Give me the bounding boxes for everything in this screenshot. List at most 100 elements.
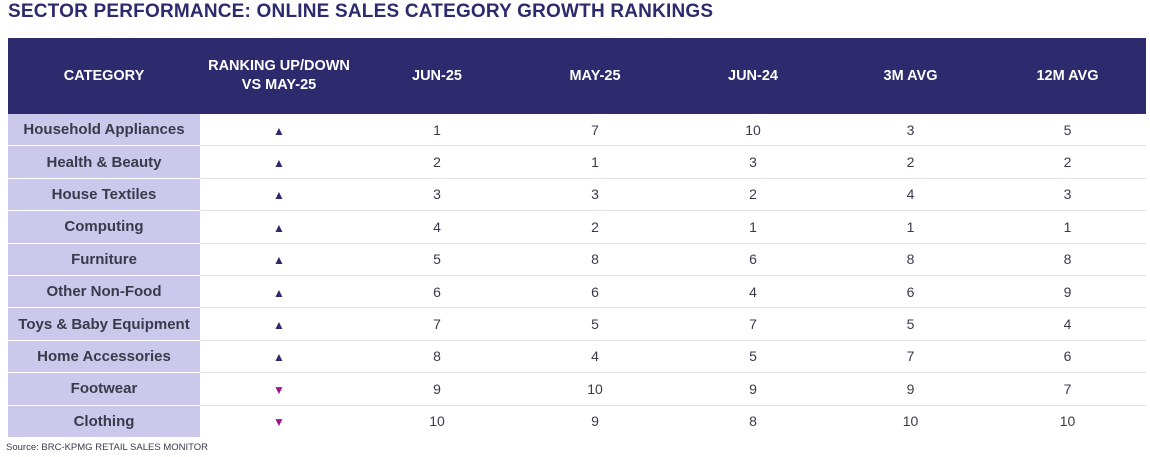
table-row: Clothing ▼ 10 9 8 10 10 [8, 405, 1146, 437]
rank-value-cell: 8 [832, 243, 989, 276]
rank-value-cell: 1 [989, 210, 1146, 244]
rank-value-cell: 8 [749, 413, 757, 430]
category-cell: Home Accessories [8, 340, 200, 374]
rank-value-cell: 2 [674, 178, 832, 212]
category-cell: House Textiles [8, 178, 200, 212]
table-row: Home Accessories ▲ 8 4 5 7 6 [8, 340, 1146, 374]
rank-value-cell: 6 [832, 275, 989, 309]
ranking-direction-cell: ▲ [200, 210, 358, 244]
ranking-direction-cell: ▼ [200, 405, 358, 437]
up-arrow-icon: ▲ [273, 220, 285, 235]
column-header: 3M AVG [832, 38, 989, 114]
rank-value-cell: 4 [674, 275, 832, 309]
rank-value-cell: 5 [989, 114, 1146, 147]
rank-value-cell: 7 [516, 114, 674, 147]
rank-value-cell: 7 [989, 372, 1146, 406]
category-cell: Other Non-Food [8, 275, 200, 309]
rank-value-cell: 6 [516, 275, 674, 309]
rank-value-cell: 4 [358, 210, 516, 244]
table-row: Computing ▲ 4 2 1 1 1 [8, 210, 1146, 244]
table-body: Household Appliances ▲ 1 7 10 3 5 Health & Beau… [8, 114, 1146, 437]
category-cell: Footwear [8, 372, 200, 406]
category-cell: Furniture [8, 243, 200, 276]
rank-value-cell: 3 [832, 114, 989, 147]
down-arrow-icon: ▼ [273, 415, 285, 430]
table-header-row: CATEGORY RANKING UP/DOWN VS MAY-25 JUN-25 M… [8, 38, 1146, 114]
rank-value-cell: 1 [516, 145, 674, 179]
rank-value-cell: 5 [832, 307, 989, 341]
rank-value-cell: 3 [989, 178, 1146, 212]
rank-value-cell: 8 [358, 340, 516, 374]
rank-value-cell: 9 [832, 372, 989, 406]
rank-value-cell: 7 [832, 340, 989, 374]
ranking-direction-cell: ▲ [200, 145, 358, 179]
rank-value-cell: 8 [989, 243, 1146, 276]
rank-value-cell: 7 [358, 307, 516, 341]
rank-value-cell: 9 [358, 372, 516, 406]
rank-value-cell: 10 [1059, 413, 1076, 430]
up-arrow-icon: ▲ [273, 253, 285, 268]
column-header: MAY-25 [516, 38, 674, 114]
rank-value-cell: 9 [674, 372, 832, 406]
rank-value-cell: 10 [674, 114, 832, 147]
column-header: JUN-24 [674, 38, 832, 114]
chart-title: SECTOR PERFORMANCE: ONLINE SALES CATEGOR… [8, 1, 714, 22]
rank-value-cell: 6 [989, 340, 1146, 374]
rank-value-cell: 5 [358, 243, 516, 276]
rank-value-cell: 2 [358, 145, 516, 179]
ranking-direction-cell: ▲ [200, 178, 358, 212]
rank-value-cell: 10 [902, 413, 919, 430]
up-arrow-icon: ▲ [273, 318, 285, 333]
up-arrow-icon: ▲ [273, 156, 285, 171]
rank-value-cell: 7 [674, 307, 832, 341]
rank-value-cell: 3 [516, 178, 674, 212]
rank-value-cell: 4 [832, 178, 989, 212]
table-row: Furniture ▲ 5 8 6 8 8 [8, 243, 1146, 276]
ranking-direction-cell: ▲ [200, 307, 358, 341]
column-header: CATEGORY [8, 38, 200, 114]
table-row: Other Non-Food ▲ 6 6 4 6 9 [8, 275, 1146, 309]
rank-value-cell: 2 [989, 145, 1146, 179]
ranking-direction-cell: ▲ [200, 114, 358, 147]
up-arrow-icon: ▲ [273, 350, 285, 365]
ranking-direction-cell: ▲ [200, 340, 358, 374]
rank-value-cell: 10 [516, 372, 674, 406]
rank-value-cell: 1 [674, 210, 832, 244]
category-cell: Computing [8, 210, 200, 244]
rank-value-cell: 1 [358, 114, 516, 147]
column-header: JUN-25 [358, 38, 516, 114]
category-cell: Toys & Baby Equipment [8, 307, 200, 341]
rankings-table: CATEGORY RANKING UP/DOWN VS MAY-25 JUN-25 M… [8, 38, 1146, 437]
ranking-direction-cell: ▼ [200, 372, 358, 406]
table-row: Toys & Baby Equipment ▲ 7 5 7 5 4 [8, 307, 1146, 341]
rank-value-cell: 6 [358, 275, 516, 309]
ranking-direction-cell: ▲ [200, 243, 358, 276]
rank-value-cell: 2 [516, 210, 674, 244]
rank-value-cell: 9 [591, 413, 599, 430]
column-header: RANKING UP/DOWN VS MAY-25 [200, 38, 358, 114]
rank-value-cell: 4 [989, 307, 1146, 341]
table-row: Health & Beauty ▲ 2 1 3 2 2 [8, 145, 1146, 179]
rank-value-cell: 3 [358, 178, 516, 212]
up-arrow-icon: ▲ [273, 285, 285, 300]
up-arrow-icon: ▲ [273, 188, 285, 203]
rank-value-cell: 4 [516, 340, 674, 374]
rank-value-cell: 9 [989, 275, 1146, 309]
rank-value-cell: 6 [674, 243, 832, 276]
source-note: Source: BRC-KPMG RETAIL SALES MONITOR [6, 442, 209, 453]
category-cell: Health & Beauty [8, 145, 200, 179]
table-row: Footwear ▼ 9 10 9 9 7 [8, 372, 1146, 406]
table-row: House Textiles ▲ 3 3 2 4 3 [8, 178, 1146, 212]
rank-value-cell: 5 [516, 307, 674, 341]
rank-value-cell: 8 [516, 243, 674, 276]
rank-value-cell: 5 [674, 340, 832, 374]
category-cell: Clothing [8, 405, 200, 437]
down-arrow-icon: ▼ [273, 382, 285, 397]
rank-value-cell: 3 [674, 145, 832, 179]
rank-value-cell: 10 [429, 413, 445, 430]
table-row: Household Appliances ▲ 1 7 10 3 5 [8, 114, 1146, 147]
rank-value-cell: 2 [832, 145, 989, 179]
column-header: 12M AVG [989, 38, 1146, 114]
ranking-direction-cell: ▲ [200, 275, 358, 309]
up-arrow-icon: ▲ [273, 123, 285, 138]
